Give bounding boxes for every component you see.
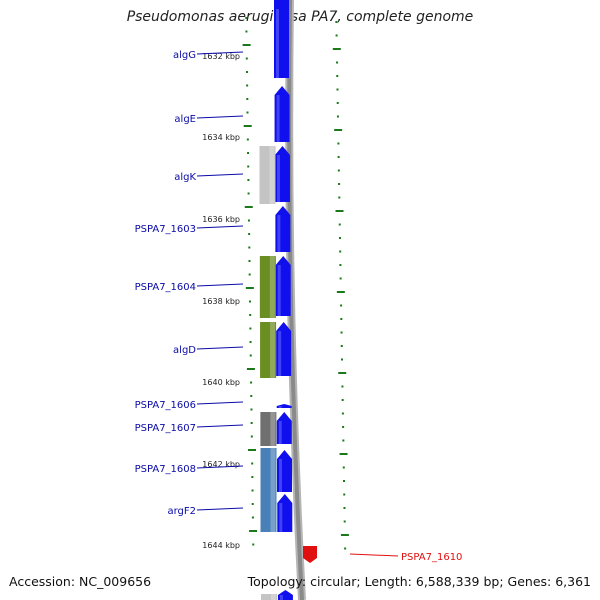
cds-highlight bbox=[277, 215, 281, 252]
cds-highlight bbox=[276, 95, 280, 142]
leader-line bbox=[196, 173, 244, 177]
map-title: Pseudomonas aeruginosa PA7, complete gen… bbox=[126, 9, 474, 25]
feature-shade bbox=[270, 412, 276, 446]
genome-backbone bbox=[285, 0, 306, 600]
pspa7-1610-feature bbox=[303, 546, 317, 563]
kbp-label: 1636 kbp bbox=[202, 215, 240, 224]
gene-label: PSPA7_1610 bbox=[401, 552, 462, 563]
leader-line bbox=[196, 465, 244, 469]
gene-label: algG bbox=[173, 50, 196, 61]
kbp-label: 1634 kbp bbox=[202, 133, 240, 142]
leader-line bbox=[196, 346, 244, 350]
feature-shade bbox=[270, 448, 276, 532]
cds-highlight bbox=[278, 406, 282, 408]
gene-labels: algG algE algK PSPA7_1603 PSPA7_1604 algD PSPA… bbox=[135, 50, 463, 563]
kbp-label: 1644 kbp bbox=[202, 541, 240, 550]
gene-label: PSPA7_1606 bbox=[135, 400, 196, 411]
feature-block bbox=[259, 146, 276, 204]
feature-shade bbox=[270, 322, 276, 378]
kbp-label: 1632 kbp bbox=[202, 52, 240, 61]
cds-highlight bbox=[276, 9, 279, 78]
cds-highlight bbox=[279, 459, 282, 492]
feature-block bbox=[260, 412, 277, 446]
gene-label: PSPA7_1603 bbox=[135, 224, 196, 235]
leader-line bbox=[196, 225, 244, 229]
feature-block bbox=[260, 322, 277, 378]
cds-highlight bbox=[276, 155, 280, 202]
feature-block bbox=[259, 256, 276, 318]
leader-line bbox=[196, 424, 244, 428]
gene-label: PSPA7_1608 bbox=[135, 464, 196, 475]
cds-highlight bbox=[279, 503, 283, 532]
feature-shade bbox=[269, 146, 275, 204]
left-tick-track bbox=[242, 17, 258, 546]
gene-label: argF2 bbox=[167, 506, 196, 517]
leader-line bbox=[196, 401, 244, 405]
gene-label: PSPA7_1604 bbox=[135, 282, 196, 293]
cds-track bbox=[274, 0, 293, 600]
cds-highlight bbox=[278, 331, 282, 376]
scale-labels: 1632 kbp 1634 kbp 1636 kbp 1638 kbp 1640 kbp… bbox=[202, 52, 240, 550]
right-tick-track bbox=[332, 21, 349, 550]
kbp-label: 1642 kbp bbox=[202, 460, 240, 469]
backbone-line bbox=[287, 0, 304, 600]
topology-text: Topology: circular; Length: 6,588,339 bp… bbox=[247, 574, 591, 589]
feature-track bbox=[259, 146, 317, 600]
leader-line bbox=[196, 283, 244, 287]
cds-highlight bbox=[277, 265, 281, 316]
feature-shade bbox=[269, 256, 275, 318]
gene-label: algD bbox=[173, 345, 196, 356]
gene-label: algE bbox=[174, 114, 196, 125]
cds-highlight bbox=[279, 595, 283, 600]
leader-line bbox=[349, 553, 399, 557]
gene-label: algK bbox=[174, 172, 196, 183]
leader-line bbox=[196, 51, 244, 55]
cds-highlight bbox=[278, 421, 282, 444]
feature-block bbox=[260, 448, 277, 532]
accession-text: Accession: NC_009656 bbox=[9, 574, 152, 589]
feature-shade bbox=[270, 594, 276, 600]
feature-block bbox=[260, 594, 277, 600]
leader-line bbox=[196, 115, 244, 119]
gene-label: PSPA7_1607 bbox=[135, 423, 196, 434]
kbp-label: 1640 kbp bbox=[202, 378, 240, 387]
kbp-label: 1638 kbp bbox=[202, 297, 240, 306]
leader-line bbox=[196, 507, 244, 511]
